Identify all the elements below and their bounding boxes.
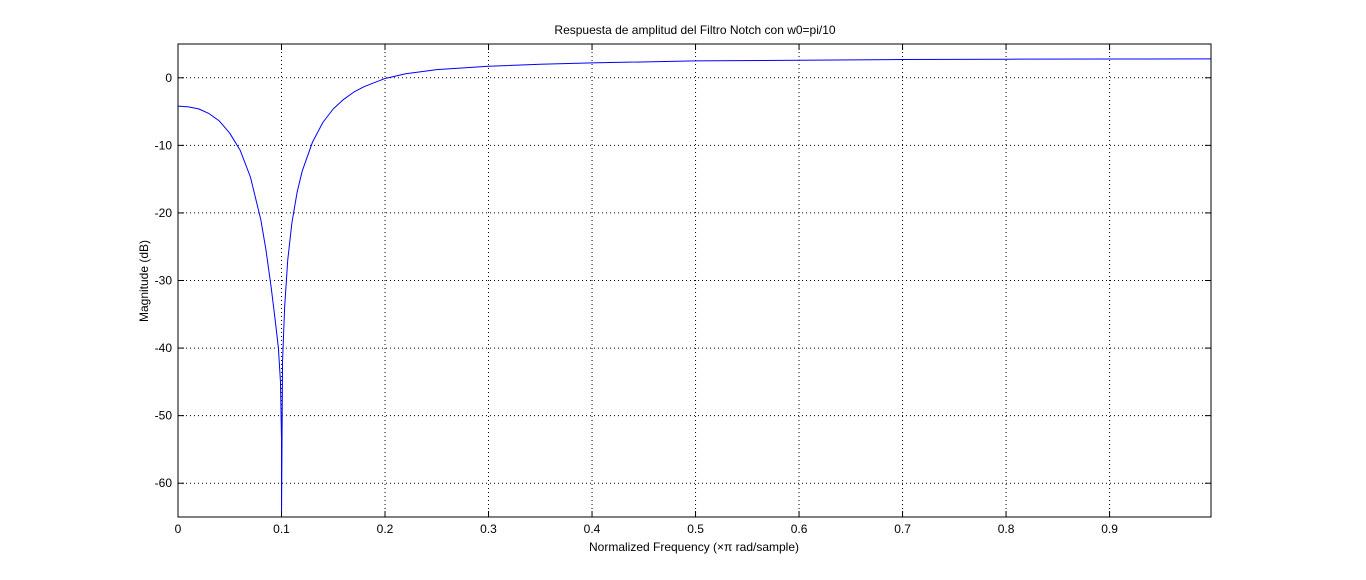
y-axis-label: Magnitude (dB)	[137, 240, 151, 322]
y-tick-label: -40	[155, 341, 173, 355]
chart-title: Respuesta de amplitud del Filtro Notch c…	[554, 23, 835, 37]
x-tick-label: 0.8	[998, 522, 1015, 536]
y-tick-label: -60	[155, 476, 173, 490]
x-tick-label: 0.1	[273, 522, 290, 536]
x-tick-label: 0.4	[584, 522, 601, 536]
y-tick-labels: 0 -10 -20 -30 -40 -50 -60	[155, 71, 173, 490]
y-tick-label: -30	[155, 274, 173, 288]
magnitude-series-line	[177, 58, 1212, 518]
x-axis-label: Normalized Frequency (×π rad/sample)	[589, 540, 799, 554]
x-tick-labels: 0 0.1 0.2 0.3 0.4 0.5 0.6 0.7 0.8 0.9	[175, 522, 1119, 536]
x-tick-label: 0.3	[480, 522, 497, 536]
y-tick-label: 0	[165, 71, 172, 85]
y-tick-label: -50	[155, 409, 173, 423]
x-tick-label: 0.6	[791, 522, 808, 536]
series-group	[177, 58, 1212, 518]
x-tick-label: 0.5	[687, 522, 704, 536]
y-tick-label: -20	[155, 206, 173, 220]
grid-lines	[178, 44, 1211, 517]
x-tick-label: 0	[175, 522, 182, 536]
y-tick-label: -10	[155, 138, 173, 152]
x-tick-label: 0.7	[894, 522, 911, 536]
tick-marks	[177, 44, 1211, 517]
x-tick-label: 0.9	[1101, 522, 1118, 536]
x-tick-label: 0.2	[377, 522, 394, 536]
